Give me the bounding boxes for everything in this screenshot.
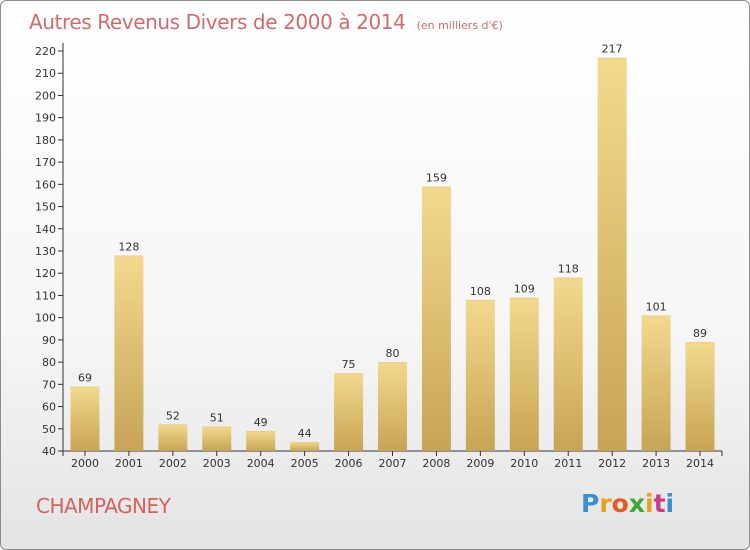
logo-letter: o — [611, 489, 629, 518]
bar-group: 49 — [246, 416, 276, 451]
bar — [158, 424, 188, 451]
x-tick-label: 2001 — [115, 457, 143, 470]
data-label: 128 — [118, 240, 139, 253]
bar-group: 108 — [465, 285, 495, 451]
bar — [553, 277, 583, 451]
data-label: 44 — [298, 427, 312, 440]
chart-unit: (en milliers d'€) — [416, 19, 503, 32]
x-tick-label: 2008 — [422, 457, 450, 470]
bar-group: 44 — [290, 427, 320, 451]
bars: 69 128 52 51 49 44 75 80 159 108 109 118 217 101 89 — [70, 43, 715, 452]
bar — [378, 362, 407, 451]
bar — [685, 342, 715, 451]
bar — [509, 297, 539, 451]
data-label: 80 — [386, 347, 400, 360]
y-tick-label: 150 — [35, 201, 56, 214]
proxiti-logo: Proxiti — [581, 489, 674, 518]
bar-group: 69 — [70, 372, 100, 451]
x-tick-label: 2000 — [71, 457, 99, 470]
bar-group: 51 — [202, 412, 232, 451]
y-tick-label: 110 — [35, 289, 56, 302]
logo-letter: i — [665, 489, 675, 518]
y-tick-label: 80 — [42, 356, 56, 369]
logo-letter: r — [599, 489, 612, 518]
bar — [70, 386, 100, 451]
y-tick-label: 90 — [42, 334, 56, 347]
x-tick-label: 2003 — [203, 457, 231, 470]
y-tick-label: 170 — [35, 156, 56, 169]
data-label: 118 — [558, 263, 579, 276]
bar-group: 75 — [334, 358, 364, 451]
bar-group: 159 — [421, 172, 451, 452]
logo-letter: P — [581, 489, 600, 518]
bar-group: 52 — [158, 409, 188, 451]
data-label: 51 — [210, 412, 224, 425]
x-tick-label: 2012 — [598, 457, 626, 470]
bar — [114, 255, 144, 451]
bar — [202, 426, 232, 451]
bar — [641, 315, 671, 451]
x-tick-label: 2005 — [291, 457, 319, 470]
x-tick-label: 2010 — [510, 457, 538, 470]
y-tick-label: 180 — [35, 134, 56, 147]
bar — [334, 373, 364, 451]
x-tick-label: 2006 — [335, 457, 363, 470]
data-label: 101 — [646, 300, 667, 313]
bar — [421, 186, 451, 452]
y-tick-label: 40 — [42, 445, 56, 458]
x-axis: 2000 2001 2002 2003 2004 2005 2006 2007 2008 2009… — [62, 450, 723, 470]
bar — [597, 57, 627, 452]
y-tick-label: 120 — [35, 267, 56, 280]
y-tick-label: 70 — [42, 378, 56, 391]
y-tick-label: 50 — [42, 423, 56, 436]
logo-letter: i — [645, 489, 654, 518]
x-tick-label: 2007 — [379, 457, 407, 470]
data-label: 69 — [78, 372, 92, 385]
y-tick-label: 210 — [35, 67, 56, 80]
x-tick-label: 2002 — [159, 457, 187, 470]
data-label: 159 — [426, 172, 447, 185]
y-tick-label: 220 — [35, 45, 56, 58]
logo-letter: x — [628, 489, 645, 518]
x-tick-label: 2009 — [466, 457, 494, 470]
chart-title: Autres Revenus Divers de 2000 à 2014 — [29, 10, 406, 34]
data-label: 75 — [342, 358, 356, 371]
y-tick-label: 160 — [35, 178, 56, 191]
data-label: 108 — [470, 285, 491, 298]
bar-group: 217 — [597, 43, 627, 452]
data-label: 89 — [693, 327, 707, 340]
y-tick-label: 60 — [42, 401, 56, 414]
y-tick-label: 190 — [35, 112, 56, 125]
y-tick-label: 130 — [35, 245, 56, 258]
y-tick-label: 200 — [35, 89, 56, 102]
bar-group: 118 — [553, 263, 583, 451]
x-tick-label: 2014 — [686, 457, 714, 470]
y-tick-label: 100 — [35, 312, 56, 325]
bar-group: 89 — [685, 327, 715, 451]
y-tick-label: 140 — [35, 223, 56, 236]
bar-group: 128 — [114, 240, 144, 451]
bar — [290, 442, 320, 451]
bar-group: 109 — [509, 283, 539, 451]
x-tick-label: 2011 — [554, 457, 582, 470]
data-label: 49 — [254, 416, 268, 429]
bar-group: 80 — [378, 347, 407, 451]
data-label: 217 — [602, 43, 623, 56]
commune-name: CHAMPAGNEY — [36, 494, 171, 518]
bar — [246, 431, 276, 451]
bar-group: 101 — [641, 300, 671, 451]
x-tick-label: 2004 — [247, 457, 275, 470]
x-tick-label: 2013 — [642, 457, 670, 470]
logo-letter: t — [653, 489, 666, 518]
bar — [465, 299, 495, 451]
title-row: Autres Revenus Divers de 2000 à 2014 (en… — [29, 10, 503, 34]
data-label: 52 — [166, 409, 180, 422]
data-label: 109 — [514, 283, 535, 296]
bar-chart: 40 50 60 70 80 90 100 110 120 130 140 150 160 170 180 1… — [35, 43, 723, 470]
y-axis: 40 50 60 70 80 90 100 110 120 130 140 150 160 170 180 1… — [35, 43, 64, 458]
